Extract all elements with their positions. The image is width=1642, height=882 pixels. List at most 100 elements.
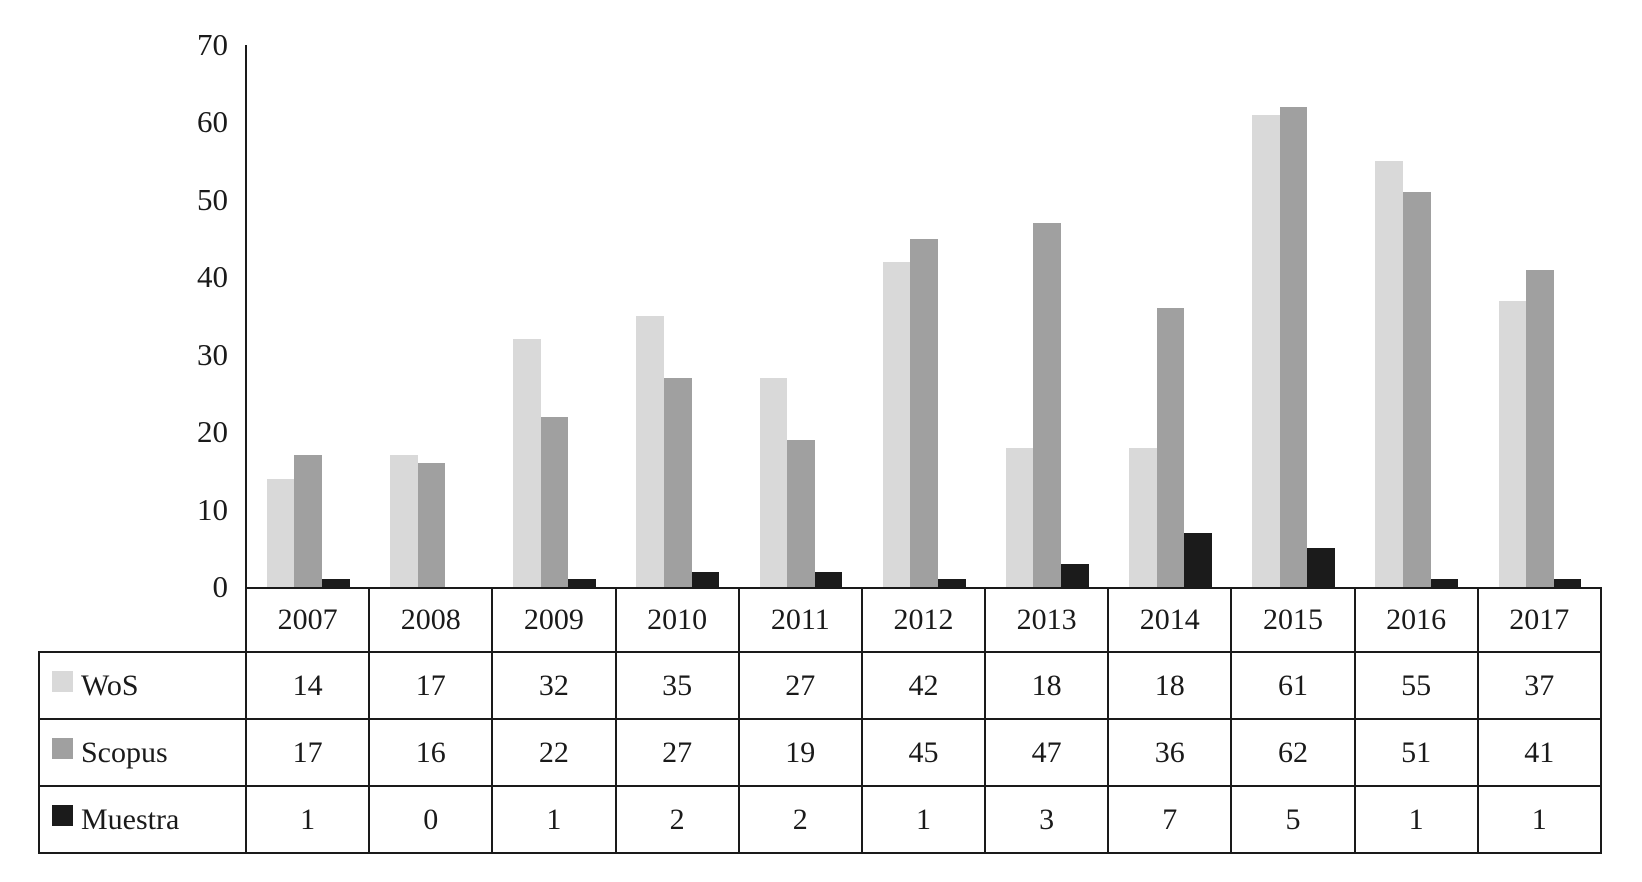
value-cell-wos-2013: 18 xyxy=(984,651,1110,720)
bar-wos-2011 xyxy=(759,377,788,587)
bar-wos-2015 xyxy=(1252,114,1280,587)
value-cell-wos-2008: 17 xyxy=(368,651,494,720)
value-cell-scopus-2016: 51 xyxy=(1353,718,1479,787)
value-cell-scopus-2017: 41 xyxy=(1476,718,1602,787)
bar-scopus-2007 xyxy=(294,455,322,587)
y-axis-tick-label-30: 30 xyxy=(197,336,228,372)
legend-label-scopus: Scopus xyxy=(81,735,168,769)
bar-wos-2008 xyxy=(389,455,418,587)
year-header-cell-2012: 2012 xyxy=(860,587,987,653)
y-axis-tick-label-50: 50 xyxy=(197,181,228,217)
data-table: 2007 2008 2009 2010 2011 2012 2013 2014 2015 2016… xyxy=(38,587,1602,854)
table-row-scopus: Scopus 17 16 22 27 19 45 47 36 62 51 41 xyxy=(38,718,1602,787)
bar-muestra-2007 xyxy=(322,579,350,587)
bar-muestra-2015 xyxy=(1307,548,1336,587)
bar-scopus-2016 xyxy=(1403,192,1431,587)
bar-wos-2014 xyxy=(1129,447,1157,587)
value-cell-scopus-2012: 45 xyxy=(860,718,987,787)
value-cell-wos-2016: 55 xyxy=(1353,651,1479,720)
value-cell-muestra-2008: 0 xyxy=(368,785,494,854)
bar-wos-2007 xyxy=(266,478,295,587)
bar-muestra-2009 xyxy=(568,579,596,587)
y-axis-tick-label-70: 70 xyxy=(197,27,228,62)
year-header-cell-2013: 2013 xyxy=(984,587,1110,653)
value-cell-wos-2015: 61 xyxy=(1230,651,1356,720)
bar-scopus-2010 xyxy=(663,377,692,587)
bar-muestra-2014 xyxy=(1184,532,1212,587)
value-cell-wos-2010: 35 xyxy=(614,651,740,720)
bar-scopus-2011 xyxy=(787,439,815,587)
value-cell-wos-2009: 32 xyxy=(491,651,617,720)
bar-muestra-2011 xyxy=(814,571,843,587)
legend-cell-wos: WoS xyxy=(38,651,247,720)
table-row-muestra: Muestra 1 0 1 2 2 1 3 7 5 1 1 xyxy=(38,785,1602,854)
value-cell-scopus-2011: 19 xyxy=(737,718,863,787)
bar-wos-2009 xyxy=(513,339,541,587)
value-cell-muestra-2007: 1 xyxy=(244,785,371,854)
value-cell-scopus-2009: 22 xyxy=(491,718,617,787)
value-cell-wos-2011: 27 xyxy=(737,651,863,720)
bar-muestra-2010 xyxy=(691,571,720,587)
bar-scopus-2015 xyxy=(1279,106,1308,587)
y-axis-tick-label-10: 10 xyxy=(197,491,228,527)
bar-scopus-2012 xyxy=(910,238,938,587)
value-cell-muestra-2014: 7 xyxy=(1107,785,1233,854)
value-cell-muestra-2009: 1 xyxy=(491,785,617,854)
value-cell-muestra-2017: 1 xyxy=(1476,785,1602,854)
year-header-cell-2008: 2008 xyxy=(368,587,494,653)
bar-scopus-2013 xyxy=(1033,223,1062,587)
value-cell-wos-2014: 18 xyxy=(1107,651,1233,720)
value-cell-wos-2017: 37 xyxy=(1476,651,1602,720)
bar-muestra-2017 xyxy=(1553,579,1582,587)
legend-swatch-wos-icon xyxy=(52,671,73,692)
value-cell-muestra-2012: 1 xyxy=(860,785,987,854)
value-cell-wos-2007: 14 xyxy=(244,651,371,720)
bar-scopus-2017 xyxy=(1526,269,1554,587)
bar-wos-2012 xyxy=(882,261,911,587)
value-cell-scopus-2007: 17 xyxy=(244,718,371,787)
bar-scopus-2009 xyxy=(540,416,569,587)
value-cell-muestra-2010: 2 xyxy=(614,785,740,854)
year-header-cell-2009: 2009 xyxy=(491,587,617,653)
year-header-cell-2011: 2011 xyxy=(737,587,863,653)
bar-scopus-2008 xyxy=(417,463,446,587)
bar-wos-2010 xyxy=(636,316,664,587)
value-cell-scopus-2010: 27 xyxy=(614,718,740,787)
bar-muestra-2012 xyxy=(937,579,966,587)
legend-swatch-muestra-icon xyxy=(52,805,73,826)
legend-label-wos: WoS xyxy=(81,668,139,702)
y-axis-tick-label-20: 20 xyxy=(197,414,228,450)
bar-wos-2017 xyxy=(1498,300,1527,587)
bar-muestra-2013 xyxy=(1061,563,1089,587)
year-header-cell-2015: 2015 xyxy=(1230,587,1356,653)
value-cell-scopus-2013: 47 xyxy=(984,718,1110,787)
legend-label-muestra: Muestra xyxy=(81,802,180,836)
table-corner-cell xyxy=(39,588,246,652)
y-axis-tick-label-60: 60 xyxy=(197,104,228,140)
bar-scopus-2014 xyxy=(1156,308,1185,587)
value-cell-scopus-2015: 62 xyxy=(1230,718,1356,787)
legend-cell-scopus: Scopus xyxy=(38,718,247,787)
value-cell-muestra-2016: 1 xyxy=(1353,785,1479,854)
plot-area xyxy=(245,45,1602,587)
bar-wos-2013 xyxy=(1005,447,1034,587)
value-cell-wos-2012: 42 xyxy=(860,651,987,720)
bar-wos-2016 xyxy=(1375,161,1404,587)
legend-cell-muestra: Muestra xyxy=(38,785,247,854)
bar-muestra-2016 xyxy=(1430,579,1459,587)
legend-swatch-scopus-icon xyxy=(52,738,73,759)
value-cell-muestra-2011: 2 xyxy=(737,785,863,854)
y-axis-tick-label-40: 40 xyxy=(197,259,228,295)
year-header-row: 2007 2008 2009 2010 2011 2012 2013 2014 2015 2016… xyxy=(39,587,1602,653)
year-header-cell-2007: 2007 xyxy=(244,587,371,653)
year-header-cell-2016: 2016 xyxy=(1353,587,1479,653)
year-header-cell-2017: 2017 xyxy=(1476,587,1602,653)
year-header-cell-2010: 2010 xyxy=(614,587,740,653)
value-cell-muestra-2013: 3 xyxy=(984,785,1110,854)
year-header-cell-2014: 2014 xyxy=(1107,587,1233,653)
value-cell-scopus-2008: 16 xyxy=(368,718,494,787)
table-row-wos: WoS 14 17 32 35 27 42 18 18 61 55 37 xyxy=(38,651,1602,720)
value-cell-scopus-2014: 36 xyxy=(1107,718,1233,787)
value-cell-muestra-2015: 5 xyxy=(1230,785,1356,854)
